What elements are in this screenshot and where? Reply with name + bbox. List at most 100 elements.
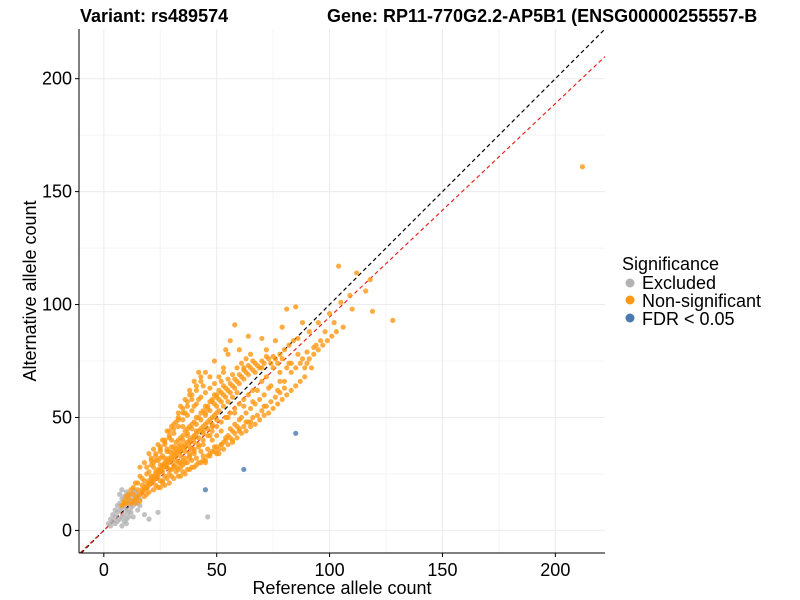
point-non-significant bbox=[245, 333, 251, 339]
point-non-significant bbox=[187, 451, 193, 457]
point-fdr-0-05 bbox=[241, 466, 247, 473]
point-non-significant bbox=[329, 333, 335, 339]
point-non-significant bbox=[198, 394, 204, 400]
point-non-significant bbox=[257, 417, 263, 423]
point-non-significant bbox=[354, 270, 360, 276]
point-non-significant bbox=[284, 306, 290, 312]
point-non-significant bbox=[175, 437, 181, 443]
point-non-significant bbox=[225, 351, 231, 357]
point-non-significant bbox=[202, 390, 209, 396]
point-non-significant bbox=[275, 401, 281, 407]
point-non-significant bbox=[207, 374, 213, 380]
point-non-significant bbox=[349, 306, 355, 312]
point-non-significant bbox=[175, 417, 181, 423]
point-non-significant bbox=[247, 351, 254, 357]
point-non-significant bbox=[216, 387, 222, 393]
point-non-significant bbox=[238, 414, 245, 421]
point-non-significant bbox=[175, 444, 181, 450]
y-tick-label: 50 bbox=[52, 407, 72, 427]
point-non-significant bbox=[207, 385, 213, 391]
point-non-significant bbox=[247, 365, 254, 371]
point-non-significant bbox=[202, 369, 209, 375]
y-tick-label: 150 bbox=[42, 182, 72, 202]
point-non-significant bbox=[180, 437, 186, 443]
point-excluded bbox=[205, 514, 211, 520]
point-non-significant bbox=[317, 338, 324, 344]
legend-label-non-significant: Non-significant bbox=[642, 291, 761, 311]
point-non-significant bbox=[189, 421, 195, 427]
legend-label-fdr: FDR < 0.05 bbox=[642, 309, 735, 329]
point-non-significant bbox=[196, 460, 202, 466]
point-non-significant bbox=[288, 369, 294, 375]
point-non-significant bbox=[286, 360, 292, 366]
point-excluded bbox=[128, 509, 134, 515]
point-non-significant bbox=[326, 310, 333, 317]
point-non-significant bbox=[123, 493, 130, 500]
point-non-significant bbox=[182, 460, 188, 466]
point-non-significant bbox=[168, 473, 175, 479]
point-non-significant bbox=[166, 432, 172, 439]
point-non-significant bbox=[157, 466, 163, 473]
point-non-significant bbox=[216, 396, 222, 403]
point-non-significant bbox=[211, 381, 218, 387]
point-excluded bbox=[119, 514, 125, 520]
point-non-significant bbox=[275, 360, 281, 366]
legend-title: Significance bbox=[622, 254, 719, 274]
point-non-significant bbox=[363, 288, 369, 294]
point-non-significant bbox=[245, 419, 251, 425]
point-excluded bbox=[110, 512, 116, 518]
legend-key-non-significant bbox=[625, 295, 635, 305]
point-non-significant bbox=[272, 356, 279, 362]
x-tick-label: 200 bbox=[540, 560, 570, 580]
title-variant: Variant: rs489574 bbox=[80, 6, 228, 26]
point-non-significant bbox=[247, 405, 254, 412]
point-non-significant bbox=[214, 432, 220, 439]
point-non-significant bbox=[173, 469, 179, 475]
point-non-significant bbox=[229, 383, 236, 389]
point-non-significant bbox=[153, 457, 159, 463]
point-excluded bbox=[155, 509, 161, 515]
grid-minor bbox=[79, 29, 605, 553]
point-non-significant bbox=[180, 405, 186, 412]
point-non-significant bbox=[268, 383, 274, 389]
point-non-significant bbox=[214, 417, 220, 423]
point-non-significant bbox=[189, 396, 195, 403]
point-non-significant bbox=[175, 423, 181, 430]
point-non-significant bbox=[182, 448, 188, 454]
point-non-significant bbox=[184, 412, 190, 418]
point-non-significant bbox=[141, 460, 148, 466]
point-non-significant bbox=[236, 426, 242, 432]
point-non-significant bbox=[236, 347, 242, 353]
point-non-significant bbox=[166, 455, 172, 461]
data-points bbox=[105, 164, 586, 529]
point-non-significant bbox=[144, 464, 150, 470]
point-non-significant bbox=[243, 410, 249, 416]
point-non-significant bbox=[284, 392, 290, 398]
point-non-significant bbox=[153, 451, 159, 457]
point-non-significant bbox=[187, 439, 193, 445]
point-non-significant bbox=[180, 410, 186, 416]
point-non-significant bbox=[322, 329, 328, 335]
point-non-significant bbox=[272, 338, 279, 344]
point-non-significant bbox=[241, 423, 247, 430]
point-non-significant bbox=[304, 349, 310, 355]
point-non-significant bbox=[216, 408, 222, 414]
point-non-significant bbox=[263, 347, 269, 353]
point-non-significant bbox=[216, 374, 222, 380]
point-non-significant bbox=[315, 320, 321, 326]
point-non-significant bbox=[132, 500, 139, 506]
point-non-significant bbox=[191, 378, 197, 384]
legend-key-fdr bbox=[625, 313, 635, 323]
point-non-significant bbox=[209, 414, 215, 421]
point-non-significant bbox=[166, 480, 172, 486]
point-non-significant bbox=[130, 491, 136, 497]
point-non-significant bbox=[243, 369, 249, 375]
point-non-significant bbox=[150, 446, 157, 452]
point-non-significant bbox=[261, 412, 267, 418]
point-non-significant bbox=[223, 414, 229, 421]
point-non-significant bbox=[234, 435, 240, 441]
point-non-significant bbox=[223, 347, 229, 353]
point-non-significant bbox=[220, 403, 227, 409]
point-non-significant bbox=[162, 437, 168, 443]
